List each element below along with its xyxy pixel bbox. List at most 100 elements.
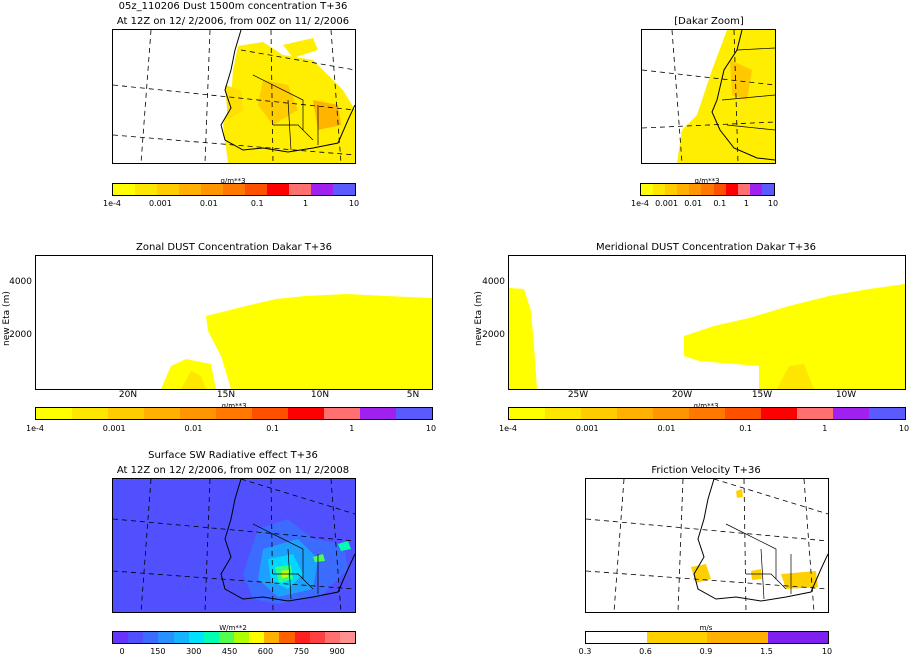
meridional-dust-west	[509, 288, 537, 389]
dust-core	[258, 80, 298, 125]
colorbar-swatch	[294, 632, 310, 643]
grid-line	[733, 30, 739, 163]
colorbar-swatch	[128, 632, 144, 643]
dakar-zoom-colorbar	[640, 183, 775, 196]
dakar-zoom-svg	[642, 30, 775, 163]
grid-line	[671, 30, 683, 163]
sw-patch-east	[338, 541, 351, 551]
zonal-dust-low-core	[181, 371, 206, 389]
colorbar-swatch	[833, 408, 869, 419]
colorbar-swatch	[707, 632, 768, 643]
colorbar-swatch	[581, 408, 617, 419]
friction-patch	[751, 569, 762, 580]
colorbar-swatch	[144, 408, 180, 419]
dust-map-svg	[113, 30, 355, 163]
colorbar-tick-label: 0	[119, 647, 125, 656]
grid-line	[204, 30, 211, 163]
colorbar-tick-label: 10	[425, 424, 437, 433]
colorbar-swatch	[223, 184, 245, 195]
colorbar-tick-label: 0.1	[250, 199, 264, 208]
colorbar-swatch	[288, 408, 324, 419]
grid-line	[642, 69, 775, 86]
grid-line	[113, 84, 355, 111]
sw-patch-mid	[313, 554, 325, 562]
colorbar-swatch	[267, 184, 289, 195]
sw-rad-unit: W/m**2	[219, 624, 247, 632]
colorbar-swatch	[653, 408, 689, 419]
dust-map-plot	[112, 29, 356, 164]
colorbar-swatch	[749, 184, 762, 195]
zonal-xtick: 10N	[310, 390, 330, 400]
colorbar-tick-label: 750	[293, 647, 309, 656]
colorbar-swatch	[180, 408, 216, 419]
sw-rad-plot	[112, 478, 356, 613]
zoom-dust-area	[677, 30, 775, 163]
colorbar-swatch	[725, 184, 738, 195]
colorbar-tick-label: 0.001	[575, 424, 599, 433]
colorbar-swatch	[264, 632, 280, 643]
colorbar-swatch	[216, 408, 252, 419]
colorbar-tick-label: 1e-4	[499, 424, 517, 433]
grid-line	[270, 479, 274, 612]
meridional-plot	[508, 255, 906, 390]
colorbar-tick-label: 0.01	[657, 424, 676, 433]
country-borders	[252, 74, 319, 151]
dust-map-title: 05z_110206 Dust 1500m concentration T+36	[118, 1, 348, 12]
colorbar-swatch	[339, 632, 355, 643]
sw-rad-title: Surface SW Radiative effect T+36	[148, 450, 318, 461]
grid-line	[140, 30, 152, 163]
colorbar-swatch	[677, 184, 690, 195]
colorbar-swatch	[143, 632, 159, 643]
colorbar-tick-label: 10	[767, 199, 779, 208]
colorbar-tick-label: 150	[150, 647, 166, 656]
coastline	[220, 30, 355, 153]
colorbar-swatch	[113, 632, 129, 643]
colorbar-tick-label: 900	[329, 647, 345, 656]
friction-patch	[691, 564, 711, 583]
sw-rad-subtitle: At 12Z on 12/ 2/2006, from 00Z on 11/ 2/…	[116, 465, 350, 476]
colorbar-swatch	[249, 632, 265, 643]
coastline	[220, 479, 355, 602]
colorbar-swatch	[72, 408, 108, 419]
colorbar-swatch	[203, 632, 219, 643]
sw-rad-colorbar	[112, 631, 356, 644]
colorbar-swatch	[761, 408, 797, 419]
colorbar-tick-label: 600	[257, 647, 274, 656]
grid-line	[204, 479, 211, 612]
colorbar-tick-label: 0.1	[713, 199, 727, 208]
colorbar-tick-label: 1	[349, 424, 355, 433]
country-borders	[725, 523, 792, 600]
colorbar-swatch	[586, 632, 647, 643]
colorbar-swatch	[767, 632, 828, 643]
colorbar-tick-label: 300	[186, 647, 202, 656]
colorbar-swatch	[737, 184, 750, 195]
meridional-title: Meridional DUST Concentration Dakar T+36	[596, 242, 816, 253]
colorbar-tick-label: 450	[221, 647, 238, 656]
colorbar-swatch	[311, 184, 333, 195]
zonal-ytick: 4000	[9, 277, 32, 287]
friction-patch	[736, 489, 743, 498]
colorbar-tick-label: 0.01	[199, 199, 218, 208]
colorbar-swatch	[545, 408, 581, 419]
colorbar-swatch	[646, 632, 707, 643]
zonal-unit: g/m**3	[221, 402, 247, 410]
colorbar-swatch	[36, 408, 72, 419]
colorbar-tick-label: 0.3	[578, 647, 592, 656]
friction-title: Friction Velocity T+36	[651, 465, 761, 476]
colorbar-swatch	[289, 184, 311, 195]
zoom-borders	[721, 47, 775, 131]
colorbar-tick-label: 0.01	[684, 199, 703, 208]
colorbar-swatch	[113, 184, 135, 195]
dust-core-east	[313, 100, 341, 130]
colorbar-swatch	[324, 632, 340, 643]
colorbar-tick-label: 1e-4	[631, 199, 649, 208]
zonal-svg	[161, 294, 432, 389]
colorbar-swatch	[689, 184, 702, 195]
colorbar-tick-label: 0.1	[739, 424, 752, 433]
colorbar-tick-label: 10	[898, 424, 910, 433]
grid-line	[642, 121, 775, 129]
zoom-coastline	[711, 30, 775, 161]
colorbar-swatch	[179, 184, 201, 195]
meridional-xtick: 15W	[751, 390, 773, 400]
colorbar-swatch	[218, 632, 234, 643]
